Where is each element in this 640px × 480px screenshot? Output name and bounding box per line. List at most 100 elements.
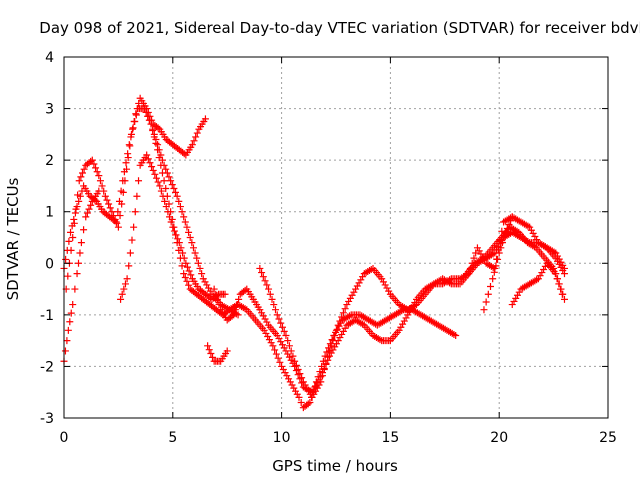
data-point xyxy=(287,356,295,364)
data-point xyxy=(353,282,361,290)
grid xyxy=(64,57,608,418)
data-point xyxy=(183,263,191,271)
data-point xyxy=(176,254,184,262)
data-point xyxy=(73,270,81,278)
data-point xyxy=(274,354,282,362)
data-point xyxy=(148,163,156,171)
data-point xyxy=(283,372,291,380)
data-point xyxy=(495,249,503,257)
data-point xyxy=(120,285,128,293)
data-point xyxy=(267,339,275,347)
data-point xyxy=(111,215,119,223)
data-point xyxy=(452,331,460,339)
x-tick-label: 20 xyxy=(490,430,508,446)
data-point xyxy=(298,374,306,382)
data-point xyxy=(154,146,162,154)
data-point xyxy=(559,290,567,298)
y-tick-label: 2 xyxy=(45,153,54,169)
data-point xyxy=(265,336,273,344)
data-point xyxy=(165,173,173,181)
data-point xyxy=(512,294,520,302)
data-point xyxy=(291,357,299,365)
data-point xyxy=(293,390,301,398)
data-point xyxy=(346,294,354,302)
x-tick-label: 0 xyxy=(60,430,69,446)
data-point xyxy=(129,124,137,132)
data-point xyxy=(296,370,304,378)
data-point xyxy=(505,221,513,229)
data-point xyxy=(158,169,166,177)
data-point xyxy=(117,295,125,303)
data-point xyxy=(231,306,239,314)
data-point xyxy=(345,297,353,305)
data-point xyxy=(292,361,300,369)
data-point xyxy=(193,129,201,137)
data-point xyxy=(90,160,98,168)
data-point xyxy=(170,185,178,193)
data-point xyxy=(554,275,562,283)
data-point xyxy=(555,280,563,288)
data-point xyxy=(142,108,150,116)
data-point xyxy=(560,295,568,303)
data-point xyxy=(192,133,200,141)
y-tick-label: 4 xyxy=(45,50,54,66)
data-point xyxy=(268,295,276,303)
data-point xyxy=(123,165,131,173)
data-point xyxy=(400,317,408,325)
data-point xyxy=(508,301,516,309)
data-point xyxy=(185,228,193,236)
data-point xyxy=(304,400,312,408)
data-point xyxy=(261,315,269,323)
data-point xyxy=(77,239,85,247)
data-point xyxy=(207,350,215,358)
data-point xyxy=(183,223,191,231)
data-point xyxy=(163,192,171,200)
x-tick-label: 25 xyxy=(599,430,617,446)
data-point xyxy=(199,275,207,283)
data-point xyxy=(486,282,494,290)
data-point xyxy=(285,342,293,350)
data-point xyxy=(123,275,131,283)
data-point xyxy=(263,281,271,289)
data-point xyxy=(110,212,118,220)
data-point xyxy=(241,286,249,294)
data-point xyxy=(98,182,106,190)
data-point xyxy=(203,281,211,289)
data-point xyxy=(470,254,478,262)
data-point xyxy=(118,290,126,298)
data-point xyxy=(180,213,188,221)
data-point xyxy=(67,228,75,236)
data-point xyxy=(69,301,77,309)
data-point xyxy=(280,327,288,335)
data-point xyxy=(185,267,193,275)
data-point xyxy=(190,137,198,145)
data-point xyxy=(173,192,181,200)
data-point xyxy=(331,343,339,351)
data-point xyxy=(275,335,283,343)
data-point xyxy=(540,265,548,273)
data-point xyxy=(160,177,168,185)
data-point xyxy=(194,259,202,267)
data-point xyxy=(273,311,281,319)
data-point xyxy=(264,333,272,341)
data-point xyxy=(75,259,83,267)
data-point xyxy=(167,177,175,185)
data-point xyxy=(334,321,342,329)
data-point xyxy=(276,358,284,366)
data-point xyxy=(359,273,367,281)
data-point xyxy=(205,346,213,354)
data-point xyxy=(484,290,492,298)
data-point xyxy=(271,346,279,354)
data-point xyxy=(63,337,71,345)
data-point xyxy=(118,200,126,208)
data-point xyxy=(204,342,212,350)
data-point xyxy=(93,168,101,176)
data-point xyxy=(508,213,516,221)
data-point xyxy=(193,254,201,262)
data-point xyxy=(121,177,129,185)
data-point xyxy=(513,291,521,299)
data-point xyxy=(175,197,183,205)
data-point xyxy=(204,284,212,292)
data-point xyxy=(319,372,327,380)
series-arc-10 xyxy=(480,213,516,314)
